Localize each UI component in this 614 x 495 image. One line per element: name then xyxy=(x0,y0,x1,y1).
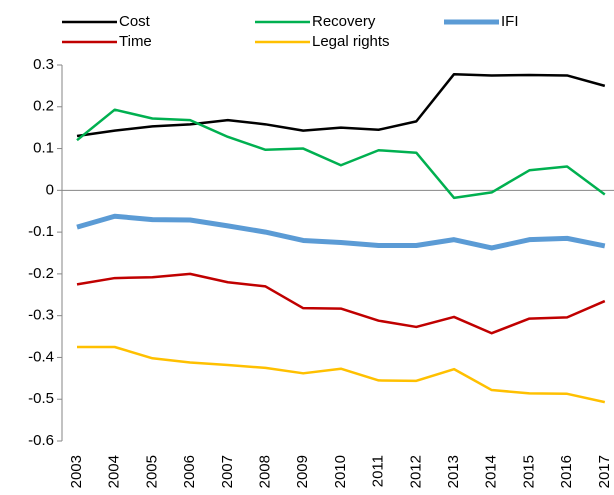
x-tick-label: 2003 xyxy=(68,455,85,488)
x-tick-label: 2006 xyxy=(181,455,198,488)
x-tick-label: 2004 xyxy=(106,455,123,488)
y-tick-label: 0.2 xyxy=(33,98,54,115)
legend-label: Legal rights xyxy=(312,33,390,50)
x-tick-label: 2009 xyxy=(294,455,311,488)
y-tick-label: -0.2 xyxy=(28,265,54,282)
y-tick-label: 0 xyxy=(46,181,54,198)
x-tick-label: 2013 xyxy=(445,455,462,488)
legend-label: IFI xyxy=(501,13,519,30)
y-tick-label: -0.4 xyxy=(28,348,54,365)
y-tick-label: -0.3 xyxy=(28,307,54,324)
x-tick-label: 2008 xyxy=(256,455,273,488)
legend-label: Cost xyxy=(119,13,151,30)
x-tick-label: 2011 xyxy=(370,455,387,487)
x-tick-label: 2017 xyxy=(596,455,613,488)
x-tick-label: 2012 xyxy=(407,455,424,488)
x-tick-label: 2014 xyxy=(483,455,500,488)
y-tick-label: -0.5 xyxy=(28,390,54,407)
x-tick-label: 2007 xyxy=(219,455,236,488)
x-tick-label: 2015 xyxy=(520,455,537,488)
x-tick-label: 2010 xyxy=(332,455,349,488)
legend-label: Recovery xyxy=(312,13,376,30)
y-tick-label: -0.1 xyxy=(28,223,54,240)
y-tick-label: 0.3 xyxy=(33,56,54,73)
series-line xyxy=(76,72,606,138)
y-tick-label: -0.6 xyxy=(28,432,54,449)
series-line xyxy=(77,345,606,404)
series-line xyxy=(76,213,606,251)
series-line xyxy=(76,108,606,200)
x-tick-label: 2016 xyxy=(558,455,575,488)
y-tick-label: 0.1 xyxy=(33,140,54,157)
legend-label: Time xyxy=(119,33,152,50)
x-tick-label: 2005 xyxy=(143,455,160,488)
series-line xyxy=(76,272,606,335)
